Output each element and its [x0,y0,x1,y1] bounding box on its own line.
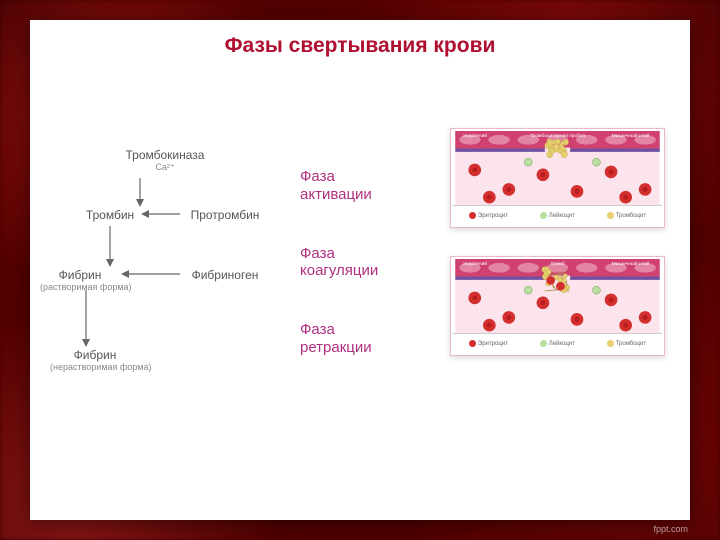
legend-label: Тромбоцит [616,213,646,219]
flow-node-fibrin_sol: Фибрин(растворимая форма) [40,268,120,292]
svg-text:Тромбоцитарная пробка: Тромбоцитарная пробка [530,133,585,139]
legend-item: Лейкоцит [540,212,575,219]
legend-item: Тромбоцит [607,340,646,347]
tissue-panels-column: Эндотелий Тромбоцитарная пробка Мышечный с… [450,108,670,388]
svg-text:Мышечный слой: Мышечный слой [612,132,650,139]
tissue-legend-1: Эритроцит Лейкоцит Тромбоцит [453,205,662,225]
tissue-legend-2: Эритроцит Лейкоцит Тромбоцит [453,333,662,353]
svg-text:Эндотелий: Эндотелий [462,132,487,139]
legend-dot-icon [540,212,547,219]
legend-item: Эритроцит [469,340,508,347]
tissue-panel-platelet-plug: Эндотелий Тромбоцитарная пробка Мышечный с… [450,128,665,228]
legend-item: Тромбоцит [607,212,646,219]
phase-label-coagulation: Фазакоагуляции [300,245,450,280]
flow-node-thrombokinase: ТромбокиназаCa²⁺ [120,148,210,173]
legend-label: Эритроцит [478,213,508,219]
legend-label: Лейкоцит [549,341,575,347]
phase-labels-column: Фазаактивации Фазакоагуляции Фазаретракц… [300,108,450,388]
legend-dot-icon [607,212,614,219]
flowchart-column: ТромбокиназаCa²⁺ Тромбин Протромбин Фибрин(… [40,148,300,388]
svg-text:Тромб: Тромб [550,261,564,267]
svg-text:Эндотелий: Эндотелий [462,260,487,267]
svg-text:Мышечный слой: Мышечный слой [612,260,650,267]
legend-item: Эритроцит [469,212,508,219]
legend-label: Эритроцит [478,341,508,347]
phase-label-activation: Фазаактивации [300,168,450,203]
tissue-panel-fibrin-clot: Эндотелий Тромб Мышечный слой Эритроцит Лей… [450,256,665,356]
slide-title: Фазы свертывания крови [30,20,690,58]
flow-node-prothrombin: Протромбин [185,208,265,222]
legend-item: Лейкоцит [540,340,575,347]
legend-label: Тромбоцит [616,341,646,347]
legend-dot-icon [540,340,547,347]
flow-node-fibrin_insol: Фибрин(нерастворимая форма) [50,348,140,372]
legend-dot-icon [469,212,476,219]
legend-label: Лейкоцит [549,213,575,219]
slide: Фазы свертывания крови ТромбокиназаCa²⁺Т… [30,20,690,520]
watermark: fppt.com [653,524,688,534]
flow-node-thrombin: Тромбин [80,208,140,222]
flow-node-fibrinogen: Фибриноген [185,268,265,282]
tissue-drawing-1: Эндотелий Тромбоцитарная пробка Мышечный с… [453,131,662,205]
legend-dot-icon [469,340,476,347]
legend-dot-icon [607,340,614,347]
coagulation-flowchart: ТромбокиназаCa²⁺ Тромбин Протромбин Фибрин(… [40,148,290,388]
phase-label-retraction: Фазаретракции [300,321,450,356]
content-area: ТромбокиназаCa²⁺ Тромбин Протромбин Фибрин(… [30,108,690,388]
tissue-drawing-2: Эндотелий Тромб Мышечный слой [453,259,662,333]
